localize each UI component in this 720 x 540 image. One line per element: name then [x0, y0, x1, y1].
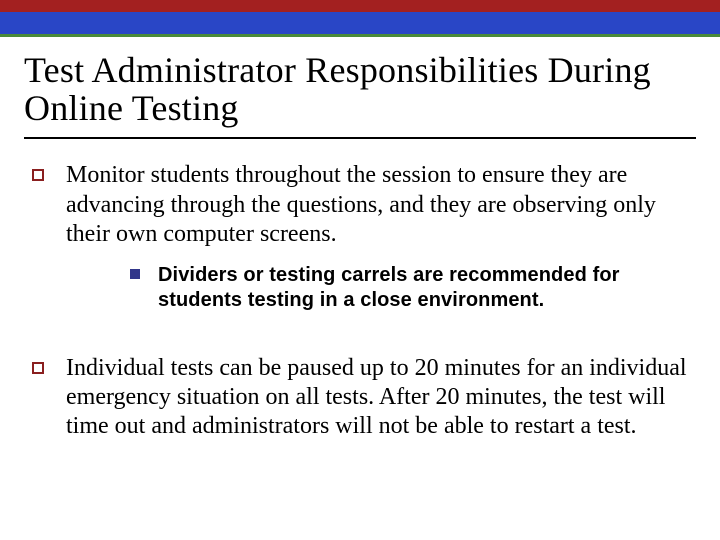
- bullet-content: Individual tests can be paused up to 20 …: [66, 354, 688, 442]
- title-wrap: Test Administrator Responsibilities Duri…: [0, 45, 720, 131]
- bullet-item: Monitor students throughout the session …: [32, 161, 688, 334]
- bullet-item: Individual tests can be paused up to 20 …: [32, 354, 688, 442]
- square-bullet-icon: [32, 362, 44, 374]
- filled-bullet-icon: [130, 269, 140, 279]
- slide-body: Monitor students throughout the session …: [0, 139, 720, 441]
- top-bar: [0, 0, 720, 40]
- bar-red: [0, 0, 720, 12]
- square-bullet-icon: [32, 169, 44, 181]
- bullet-text: Monitor students throughout the session …: [66, 161, 688, 249]
- page-title: Test Administrator Responsibilities Duri…: [24, 51, 696, 127]
- bullet-content: Monitor students throughout the session …: [66, 161, 688, 334]
- bar-blue: [0, 12, 720, 34]
- bullet-text: Individual tests can be paused up to 20 …: [66, 354, 688, 442]
- slide: Test Administrator Responsibilities Duri…: [0, 0, 720, 540]
- bar-green: [0, 34, 720, 37]
- sub-bullet-text: Dividers or testing carrels are recommen…: [158, 263, 688, 312]
- sub-bullet-item: Dividers or testing carrels are recommen…: [130, 263, 688, 312]
